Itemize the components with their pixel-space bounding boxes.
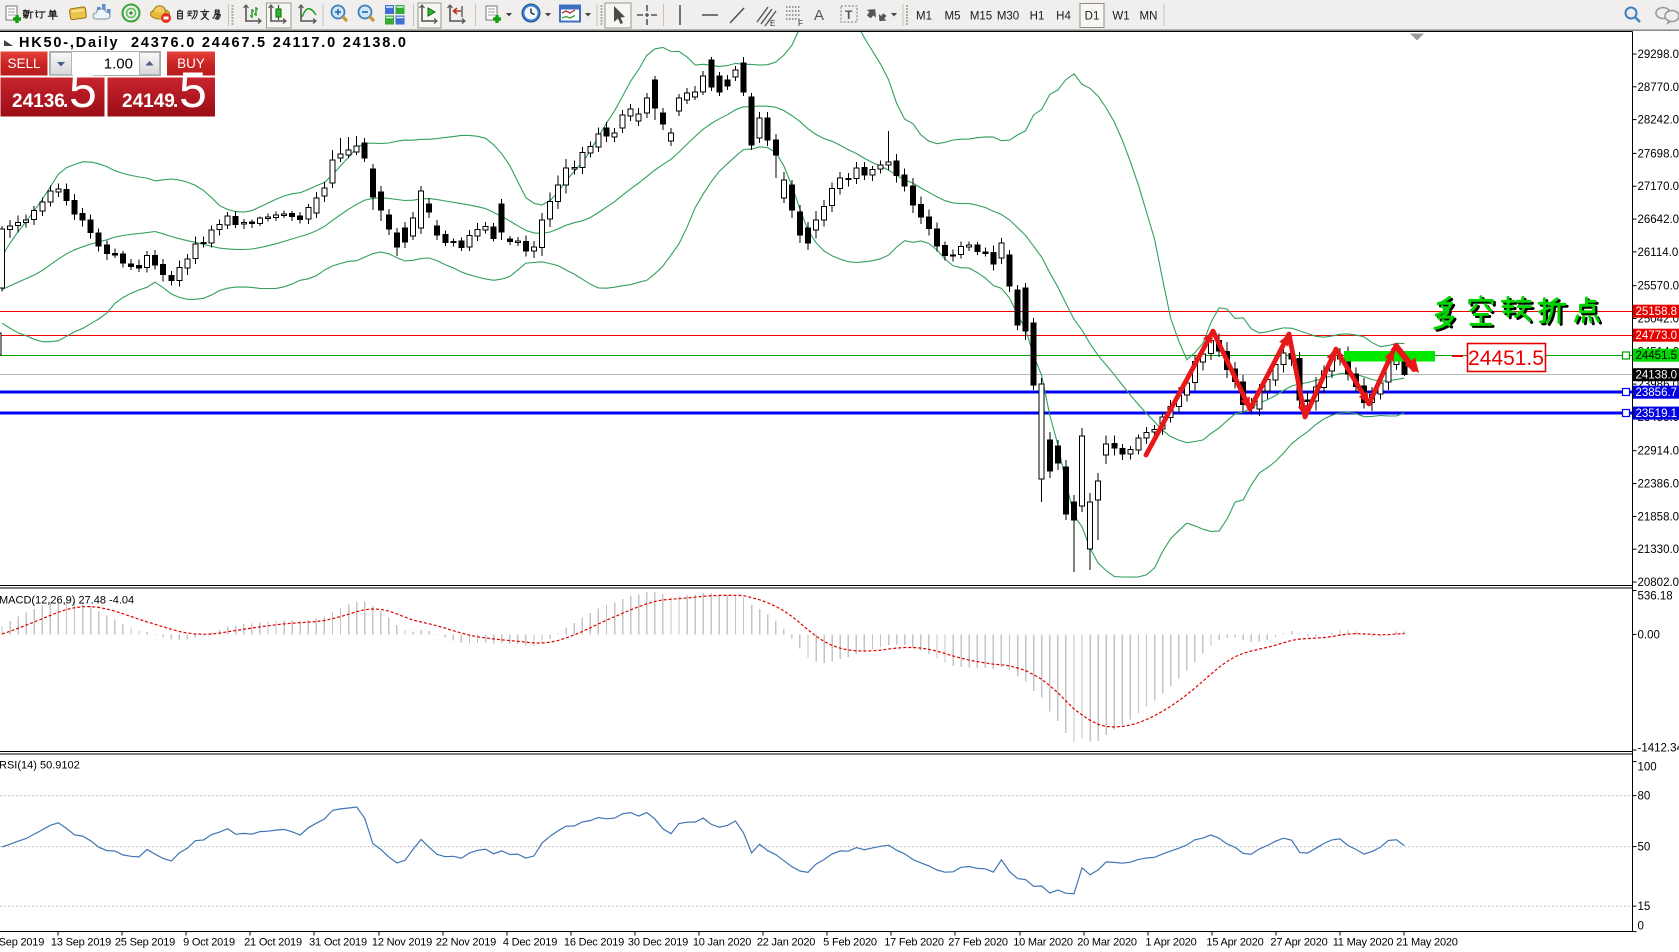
svg-text:3 Sep 2019: 3 Sep 2019	[0, 937, 44, 949]
svg-text:HK50-,Daily 24376.0 24467.5 2: HK50-,Daily 24376.0 24467.5 24117.0 2413…	[19, 35, 408, 51]
svg-text:15: 15	[1638, 901, 1651, 913]
svg-text:SELL: SELL	[7, 56, 41, 71]
svg-text:24451.5: 24451.5	[1636, 350, 1678, 362]
svg-text:27 Feb 2020: 27 Feb 2020	[948, 937, 1008, 949]
svg-text:536.18: 536.18	[1638, 591, 1673, 603]
svg-text:W1: W1	[1112, 11, 1129, 23]
svg-text:30 Dec 2019: 30 Dec 2019	[628, 937, 688, 949]
svg-text:23856.7: 23856.7	[1636, 387, 1678, 399]
svg-text:17 Feb 2020: 17 Feb 2020	[884, 937, 944, 949]
svg-text:21330.0: 21330.0	[1638, 544, 1679, 556]
svg-text:H4: H4	[1056, 11, 1071, 23]
svg-text:F: F	[798, 19, 803, 28]
svg-text:22386.0: 22386.0	[1638, 479, 1679, 491]
svg-text:24773.0: 24773.0	[1636, 330, 1678, 342]
svg-text:25158.8: 25158.8	[1636, 306, 1678, 318]
svg-text:M1: M1	[916, 11, 932, 23]
svg-text:21 May 2020: 21 May 2020	[1396, 937, 1457, 949]
svg-text:.: .	[173, 91, 178, 112]
svg-text:10 Jan 2020: 10 Jan 2020	[693, 937, 751, 949]
svg-text:M5: M5	[945, 11, 961, 23]
svg-text:MACD(12,26,9) 27.48 -4.04: MACD(12,26,9) 27.48 -4.04	[0, 595, 134, 607]
svg-text:9 Oct 2019: 9 Oct 2019	[183, 937, 235, 949]
svg-text:25570.0: 25570.0	[1638, 281, 1679, 293]
svg-text:29298.0: 29298.0	[1638, 49, 1679, 61]
svg-text:5: 5	[69, 62, 97, 118]
svg-text:24149: 24149	[122, 91, 175, 112]
svg-text:21 Oct 2019: 21 Oct 2019	[244, 937, 302, 949]
svg-text:22 Jan 2020: 22 Jan 2020	[757, 937, 815, 949]
svg-text:MN: MN	[1140, 11, 1158, 23]
svg-text:1 Apr 2020: 1 Apr 2020	[1145, 937, 1196, 949]
svg-text:22 Nov 2019: 22 Nov 2019	[436, 937, 496, 949]
svg-text:D1: D1	[1085, 11, 1100, 23]
svg-text:15 Apr 2020: 15 Apr 2020	[1206, 937, 1263, 949]
svg-text:11 May 2020: 11 May 2020	[1333, 937, 1394, 949]
svg-text:23519.1: 23519.1	[1636, 408, 1678, 420]
svg-text:26114.0: 26114.0	[1638, 247, 1679, 259]
svg-text:20802.0: 20802.0	[1638, 577, 1679, 589]
svg-text:27 Apr 2020: 27 Apr 2020	[1270, 937, 1327, 949]
svg-text:5: 5	[179, 62, 207, 118]
svg-text:.: .	[63, 91, 68, 112]
svg-text:25 Sep 2019: 25 Sep 2019	[115, 937, 175, 949]
svg-text:13 Sep 2019: 13 Sep 2019	[51, 937, 111, 949]
svg-text:80: 80	[1638, 791, 1651, 803]
svg-text:27170.0: 27170.0	[1638, 181, 1679, 193]
svg-text:-1412.34: -1412.34	[1638, 743, 1679, 755]
svg-text:50: 50	[1638, 842, 1651, 854]
svg-text:26642.0: 26642.0	[1638, 214, 1679, 226]
svg-text:H1: H1	[1030, 11, 1045, 23]
svg-text:24451.5: 24451.5	[1468, 347, 1544, 370]
svg-text:1.00: 1.00	[104, 56, 133, 73]
svg-text:4 Dec 2019: 4 Dec 2019	[503, 937, 557, 949]
svg-text:22914.0: 22914.0	[1638, 446, 1679, 458]
svg-text:100: 100	[1638, 762, 1657, 774]
svg-text:RSI(14) 50.9102: RSI(14) 50.9102	[0, 760, 80, 772]
svg-text:24136: 24136	[12, 91, 65, 112]
svg-text:20 Mar 2020: 20 Mar 2020	[1077, 937, 1137, 949]
svg-text:BUY: BUY	[177, 56, 205, 71]
svg-text:M30: M30	[997, 11, 1019, 23]
svg-text:16 Dec 2019: 16 Dec 2019	[564, 937, 624, 949]
svg-text:27698.0: 27698.0	[1638, 148, 1679, 160]
svg-text:21858.0: 21858.0	[1638, 511, 1679, 523]
svg-text:E: E	[770, 19, 775, 28]
svg-text:0.00: 0.00	[1638, 629, 1660, 641]
svg-text:28770.0: 28770.0	[1638, 82, 1679, 94]
svg-text:A: A	[814, 7, 824, 24]
svg-text:T: T	[845, 8, 853, 22]
svg-text:24138.0: 24138.0	[1636, 370, 1678, 382]
svg-text:12 Nov 2019: 12 Nov 2019	[372, 937, 432, 949]
svg-text:M15: M15	[970, 11, 992, 23]
svg-text:10 Mar 2020: 10 Mar 2020	[1013, 937, 1073, 949]
svg-text:31 Oct 2019: 31 Oct 2019	[309, 937, 367, 949]
svg-text:28242.0: 28242.0	[1638, 115, 1679, 127]
svg-text:5 Feb 2020: 5 Feb 2020	[823, 937, 877, 949]
svg-text:0: 0	[1638, 921, 1644, 933]
